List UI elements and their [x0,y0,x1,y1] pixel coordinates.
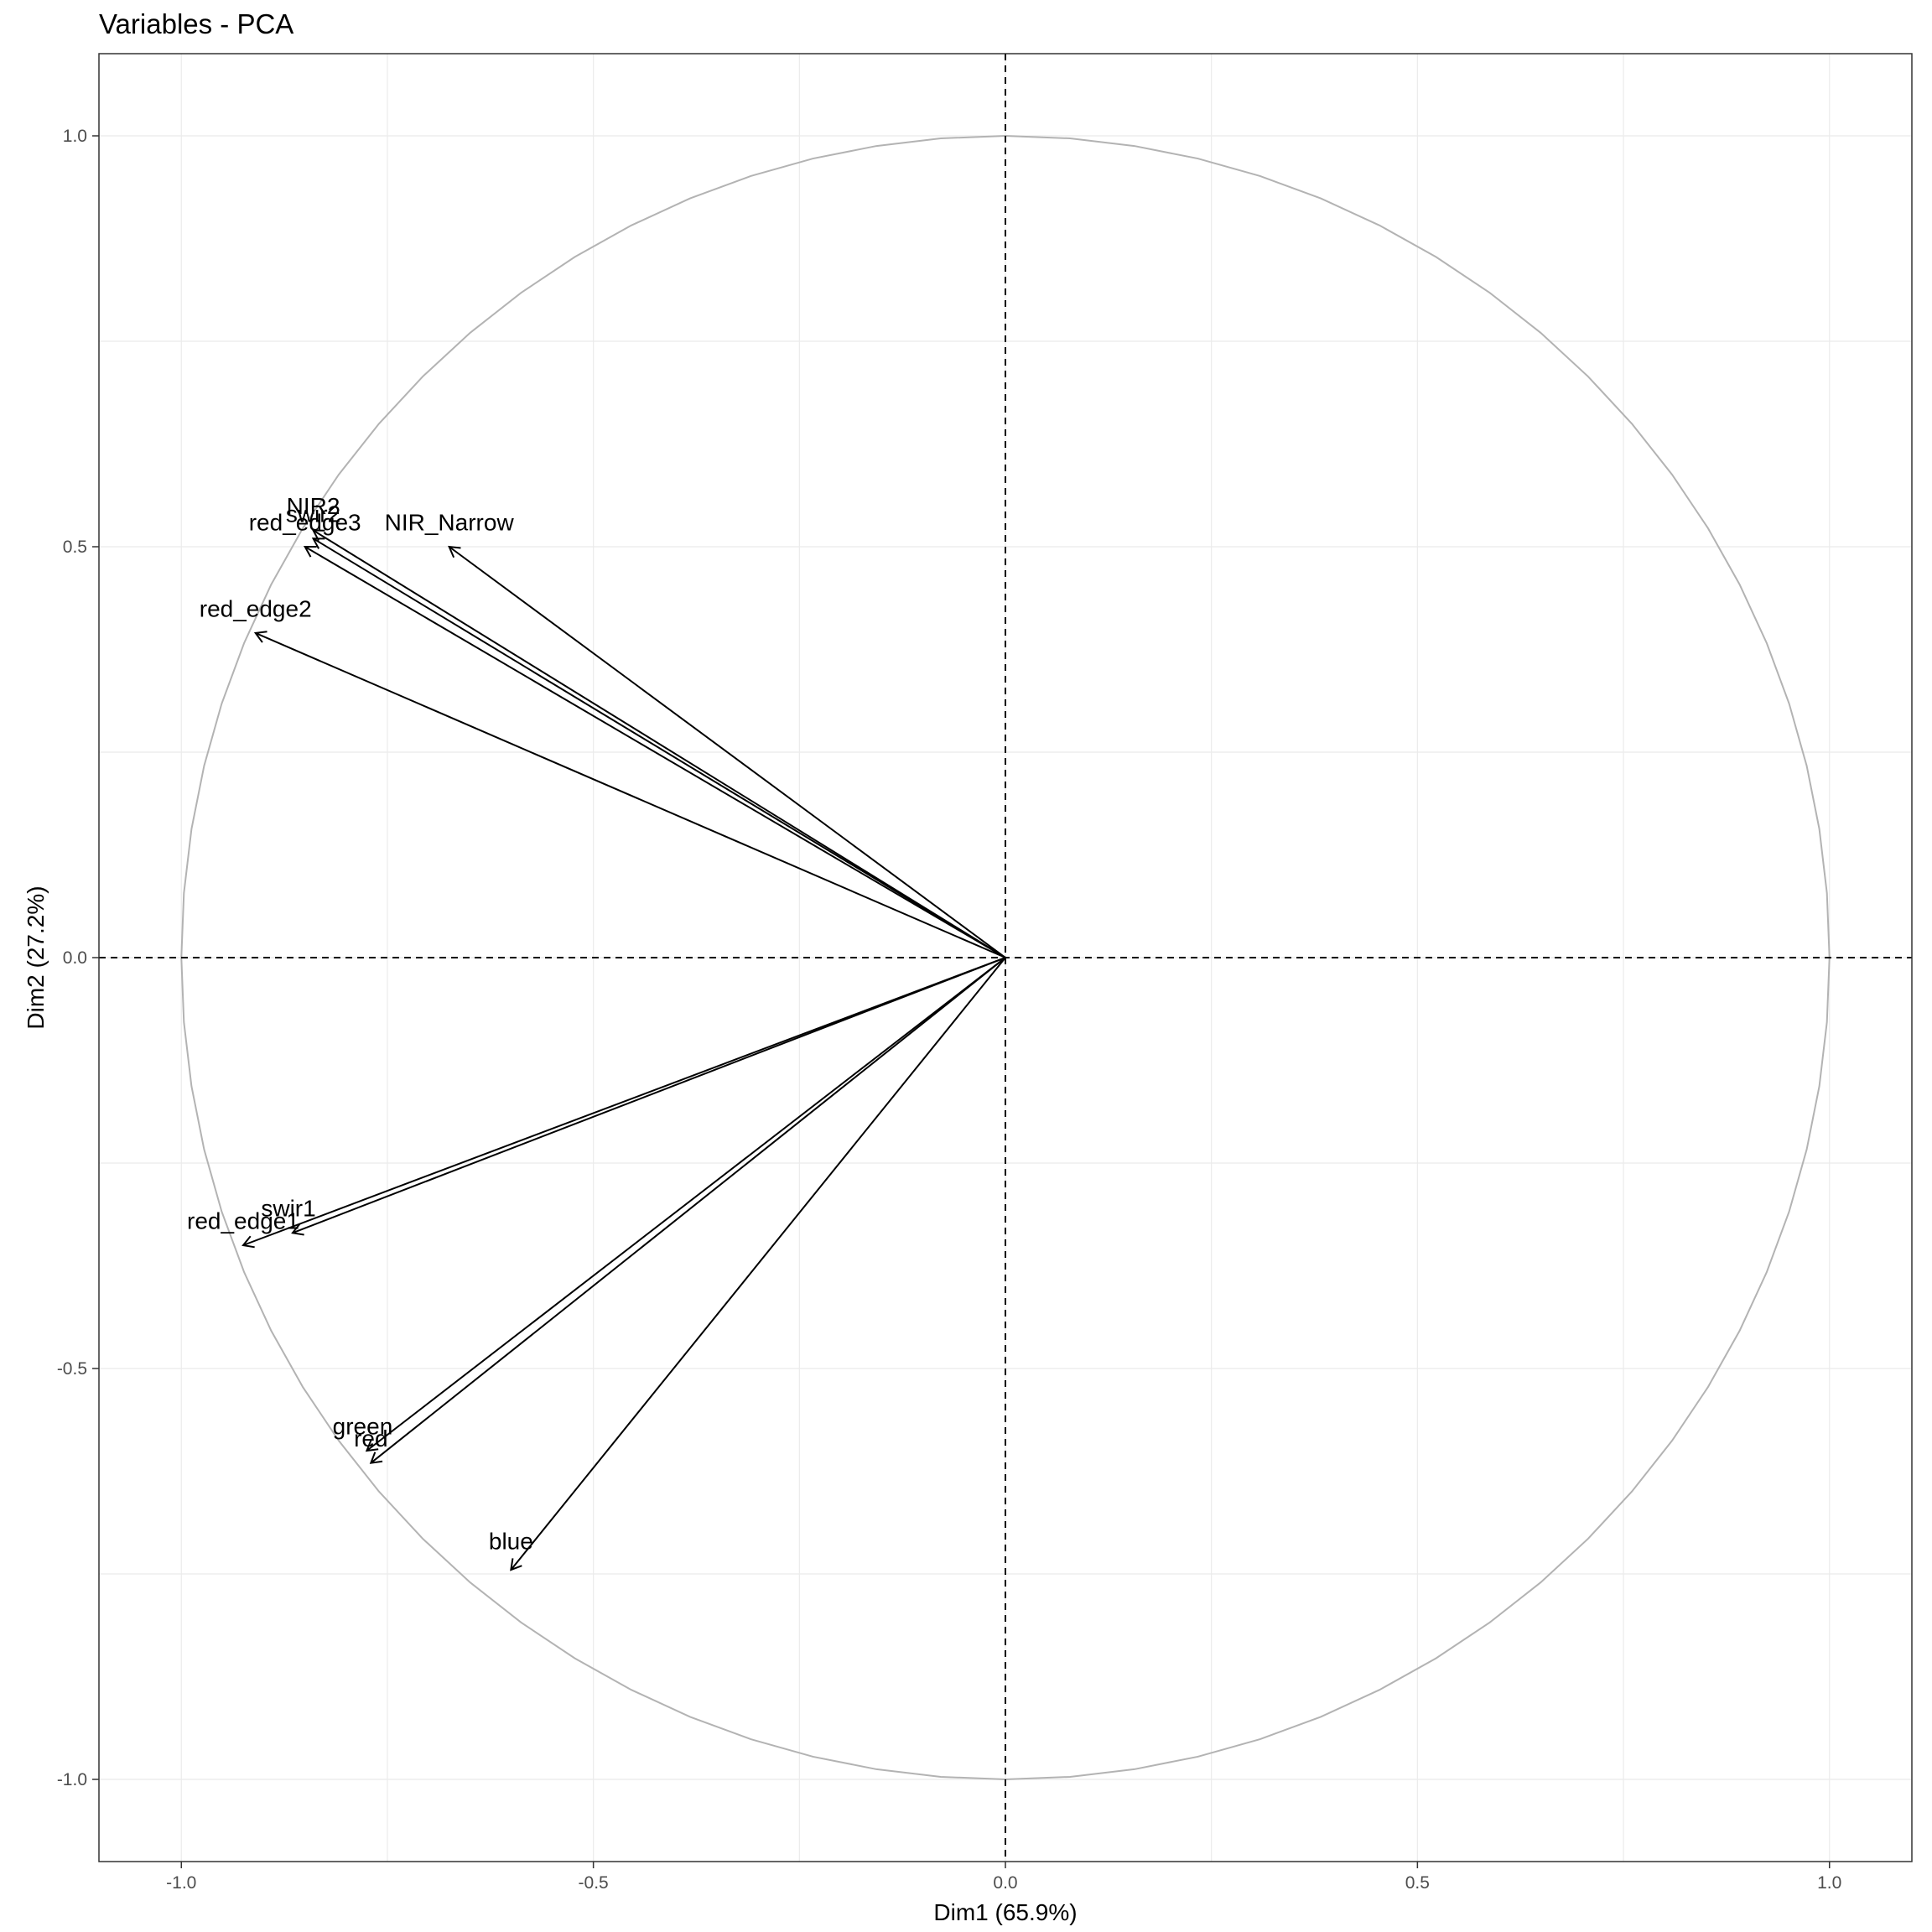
label-nir2: NIR2 [287,493,340,519]
arrow-red [369,957,1006,1464]
x-tick-label: 1.0 [1817,1873,1841,1893]
x-tick-label: -1.0 [166,1873,196,1893]
y-tick-label: 1.0 [63,127,87,146]
arrow-green [365,957,1006,1452]
arrow-red-edge2 [253,631,1006,958]
label-red-edge3: red_edge3 [249,509,361,535]
label-swir2: swir2 [286,501,340,527]
label-swir1: swir1 [261,1196,315,1222]
label-blue: blue [489,1529,533,1555]
x-axis-title: Dim1 (65.9%) [933,1899,1077,1925]
label-red-edge2: red_edge2 [200,595,312,621]
arrow-nir-narrow [448,545,1006,958]
y-tick-label: -0.5 [57,1359,87,1379]
x-tick-label: 0.5 [1405,1873,1430,1893]
arrow-swir1 [291,957,1006,1236]
label-nir-narrow: NIR_Narrow [385,509,515,535]
x-tick-label: 0.0 [993,1873,1017,1893]
arrow-blue [510,957,1006,1571]
y-tick-label: -1.0 [57,1770,87,1789]
arrow-red-edge3 [303,545,1006,958]
label-green: green [333,1413,393,1439]
arrow-swir2 [311,538,1006,958]
chart-title: Variables - PCA [99,8,293,39]
arrow-nir2 [311,529,1006,958]
y-tick-label: 0.0 [63,948,87,968]
variable-arrows [242,529,1006,1571]
label-red: red [354,1426,387,1452]
label-red-edge1: red_edge1 [187,1208,299,1233]
y-axis-ticks: -1.0 -0.5 0.0 0.5 1.0 [57,127,99,1789]
arrow-red-edge1 [242,957,1006,1249]
x-tick-label: -0.5 [579,1873,609,1893]
y-axis-title: Dim2 (27.2%) [23,886,49,1029]
y-tick-label: 0.5 [63,538,87,557]
x-axis-ticks: -1.0 -0.5 0.0 0.5 1.0 [166,1862,1841,1893]
